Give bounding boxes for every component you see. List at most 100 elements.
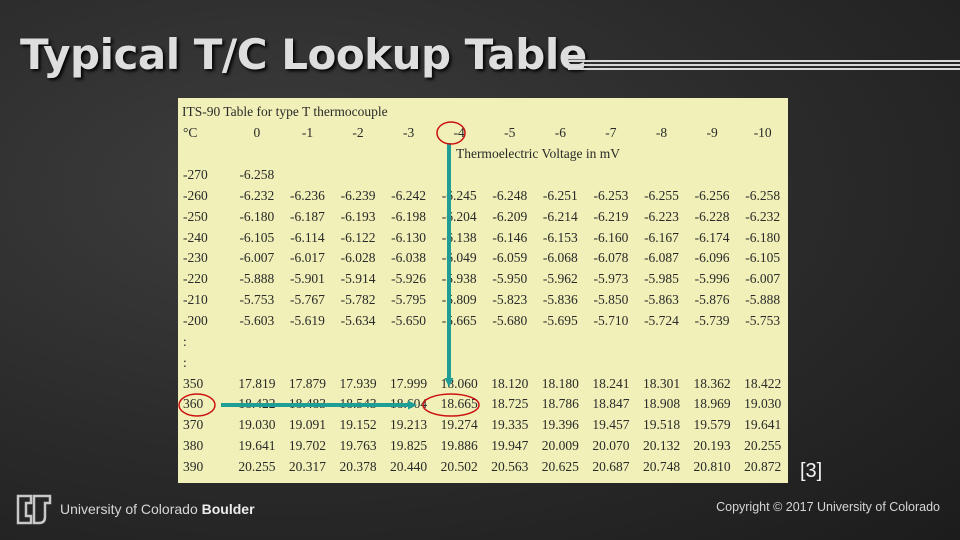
- table-cell: 19.825: [390, 438, 428, 454]
- row-header-cell: 350: [183, 375, 204, 391]
- table-cell: [484, 352, 535, 373]
- table-cell: -6.146: [492, 229, 528, 245]
- table-row: -230 -6.007 -6.017 -6.028 -6.038 -6.049 -6.059…: [178, 248, 788, 269]
- table-cell: -6.236: [290, 187, 325, 203]
- table-cell: -5.823: [492, 292, 528, 308]
- unit-caption: Thermoelectric Voltage in mV: [455, 146, 621, 162]
- table-cell: -6.017: [290, 250, 325, 266]
- table-cell: -5.863: [644, 292, 679, 308]
- table-cell: 20.070: [592, 438, 630, 454]
- table-cell: -6.214: [542, 208, 578, 224]
- table-cell: 20.687: [592, 458, 630, 474]
- table-cell: 20.748: [642, 458, 681, 474]
- table-cell: -6.223: [644, 208, 679, 224]
- table-cell: [333, 165, 384, 186]
- table-cell: -5.809: [441, 292, 477, 308]
- table-row: :: [178, 331, 788, 352]
- table-cell: 18.241: [592, 375, 630, 391]
- table-cell: 19.579: [693, 417, 731, 433]
- table-cell: -5.973: [593, 271, 629, 287]
- table-cell: 19.152: [339, 417, 377, 433]
- table-cell: -5.962: [542, 271, 578, 287]
- table-cell: [484, 331, 535, 352]
- table-cell: -4: [453, 125, 465, 141]
- table-cell: -2: [352, 125, 364, 141]
- table-cell: -6.007: [745, 271, 781, 287]
- table-cell: -6.242: [391, 187, 427, 203]
- table-cell: 19.030: [744, 396, 782, 412]
- table-cell: 19.702: [288, 438, 327, 454]
- table-cell: -5: [504, 125, 516, 141]
- table-row: -240 -6.105 -6.114 -6.122 -6.130 -6.138 -6.146…: [178, 227, 788, 248]
- table-cell: 19.457: [592, 417, 630, 433]
- row-header-cell: -230: [183, 250, 208, 266]
- table-cell: 20.378: [339, 458, 377, 474]
- table-cell: 20.872: [744, 458, 782, 474]
- table-cell: 18.301: [642, 375, 681, 391]
- university-name: University of Colorado Boulder: [60, 501, 255, 517]
- table-cell: -6.256: [694, 187, 730, 203]
- table-cell: [282, 352, 333, 373]
- table-cell: -5.888: [745, 292, 781, 308]
- table-cell: -6.258: [239, 167, 275, 183]
- table-cell: -6.105: [239, 229, 275, 245]
- table-cell: [636, 331, 687, 352]
- table-cell: -5.901: [290, 271, 325, 287]
- table-cell: 18.120: [491, 375, 529, 391]
- table-cell: -5.650: [391, 313, 427, 329]
- table-cell: 20.317: [288, 458, 327, 474]
- table-cell: 18.725: [491, 396, 529, 412]
- table-cell: 18.483: [288, 396, 327, 412]
- table-cell: [586, 331, 637, 352]
- table-cell: -5.926: [391, 271, 427, 287]
- table-cell: 20.810: [693, 458, 731, 474]
- row-header-cell: :: [183, 333, 187, 349]
- row-header-cell: 370: [183, 417, 204, 433]
- table-cell: -5.680: [492, 313, 528, 329]
- table-cell: [586, 352, 637, 373]
- table-cell: 17.879: [288, 375, 327, 391]
- table-cell: -6.130: [391, 229, 427, 245]
- table-cell: 19.518: [642, 417, 681, 433]
- table-cell: 19.091: [288, 417, 327, 433]
- table-cell: -5.753: [745, 313, 781, 329]
- table-cell: [636, 165, 687, 186]
- table-cell: [687, 331, 738, 352]
- table-cell: 18.847: [592, 396, 630, 412]
- table-cell: 19.213: [390, 417, 428, 433]
- table-cell: 20.563: [491, 458, 529, 474]
- table-cell: -6.078: [593, 250, 629, 266]
- table-cell: -5.850: [593, 292, 629, 308]
- row-header-cell: 390: [183, 458, 204, 474]
- table-cell: [434, 352, 485, 373]
- table-row: 370 19.030 19.091 19.152 19.213 19.274 19.335 1…: [178, 415, 788, 436]
- thermocouple-table: °C 0 -1 -2 -3 -4 -5 -6 -7 -8 -9 -10 Thermoelectric V…: [178, 123, 788, 477]
- table-cell: 18.422: [744, 375, 782, 391]
- table-cell: 20.255: [238, 458, 276, 474]
- table-row: 380 19.641 19.702 19.763 19.825 19.886 19.947 2…: [178, 436, 788, 457]
- table-cell: -5.996: [694, 271, 730, 287]
- table-cell: -5.950: [492, 271, 528, 287]
- table-cell: -6.087: [644, 250, 679, 266]
- slide-title: Typical T/C Lookup Table: [20, 30, 587, 79]
- table-cell: [484, 165, 535, 186]
- table-cell: 20.193: [693, 438, 731, 454]
- table-cell: -6.038: [391, 250, 427, 266]
- row-header-cell: -260: [183, 187, 208, 203]
- table-cell: 18.604: [390, 396, 428, 412]
- university-label: University of Colorado: [60, 501, 198, 517]
- table-cell: 19.274: [440, 417, 478, 433]
- table-cell: -6.174: [694, 229, 730, 245]
- table-cell: -5.782: [340, 292, 376, 308]
- table-cell: -6.253: [593, 187, 629, 203]
- table-cell: -6.028: [340, 250, 376, 266]
- table-cell: 18.060: [440, 375, 478, 391]
- table-cell: -6.245: [441, 187, 477, 203]
- table-row: :: [178, 352, 788, 373]
- table-cell: [383, 331, 434, 352]
- table-cell: 20.255: [744, 438, 782, 454]
- table-cell: 18.786: [541, 396, 579, 412]
- table-cell: [535, 165, 586, 186]
- table-cell: 18.969: [693, 396, 731, 412]
- table-cell: -6.219: [593, 208, 629, 224]
